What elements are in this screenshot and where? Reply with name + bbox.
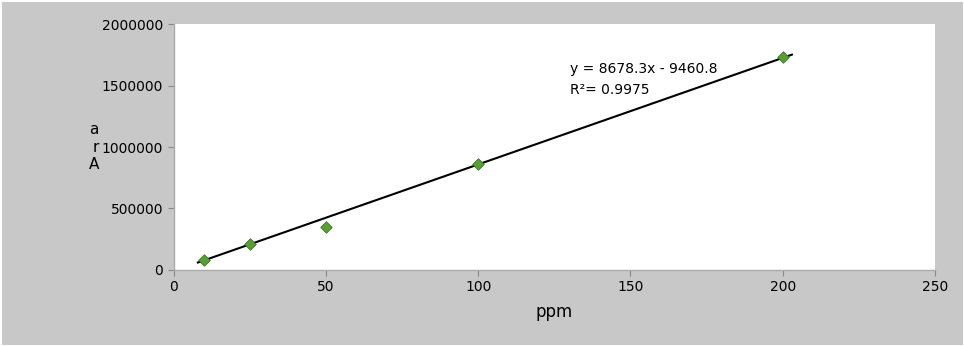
Point	[197, 257, 212, 263]
Point	[775, 55, 790, 60]
X-axis label: ppm: ppm	[536, 303, 573, 321]
Y-axis label: a
r
A: a r A	[89, 122, 99, 172]
Point	[470, 162, 486, 167]
Text: y = 8678.3x - 9460.8: y = 8678.3x - 9460.8	[570, 62, 717, 76]
Point	[318, 224, 334, 230]
Text: R²= 0.9975: R²= 0.9975	[570, 83, 649, 97]
Point	[242, 241, 257, 247]
